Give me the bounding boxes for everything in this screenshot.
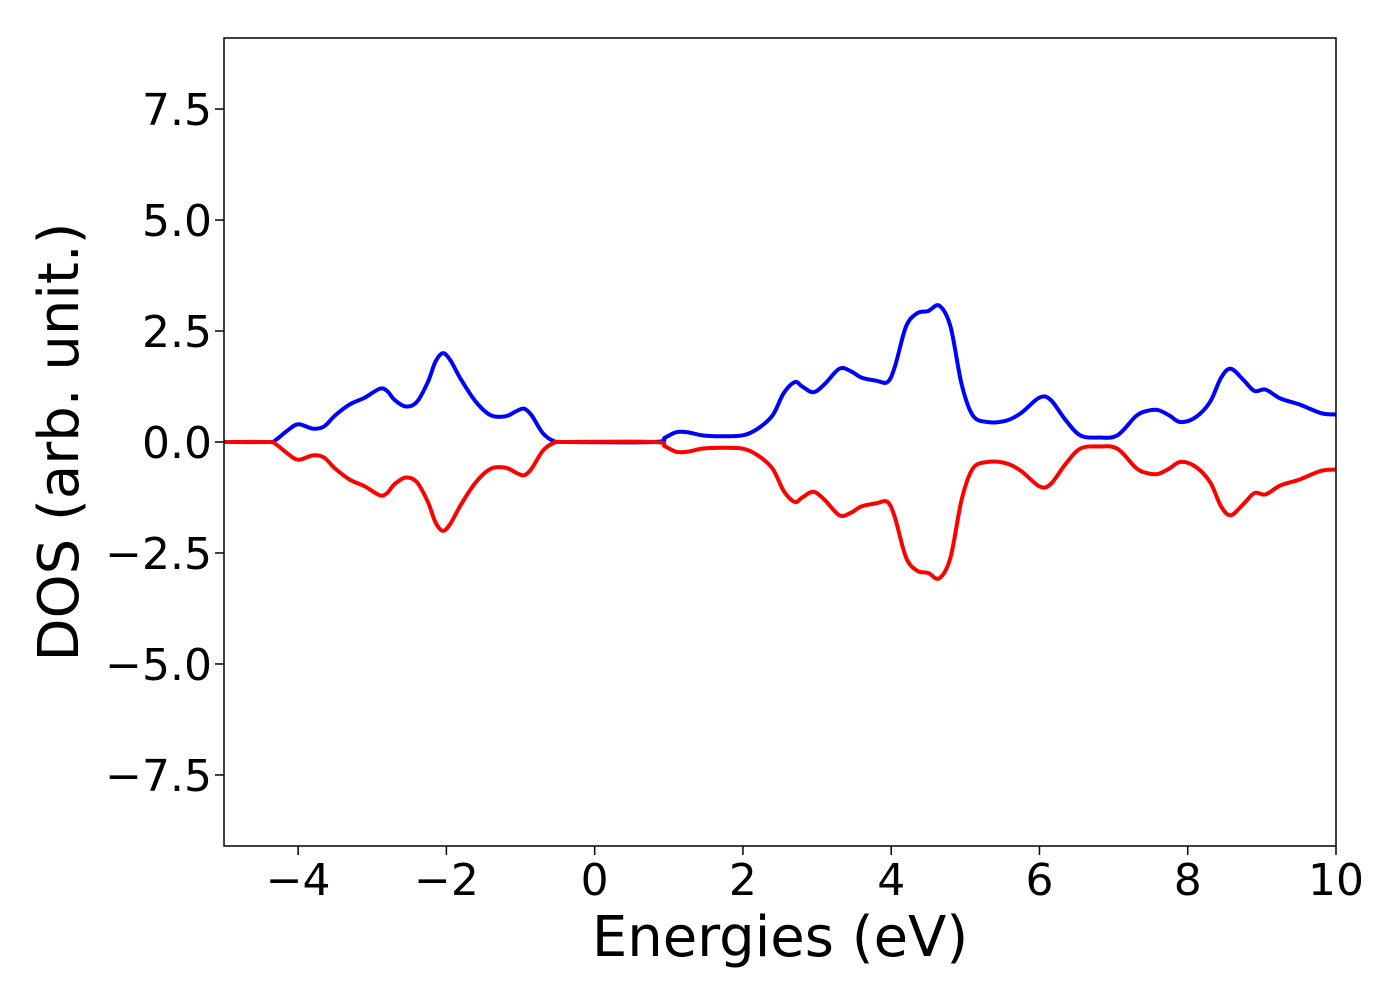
y-tick-label: 5.0: [142, 196, 212, 247]
x-tick-label: 6: [1025, 855, 1053, 906]
y-axis-label: DOS (arb. unit.): [27, 222, 92, 661]
x-tick-label: 10: [1308, 855, 1364, 906]
x-tick-label: −4: [266, 855, 331, 906]
x-tick-label: −2: [414, 855, 479, 906]
y-tick-label: −7.5: [105, 751, 212, 802]
x-axis-label: Energies (eV): [592, 905, 968, 970]
y-axis: 7.5 5.0 2.5 0.0 −2.5 −5.0 −7.5: [105, 85, 224, 802]
series-line-1: [224, 439, 1336, 581]
y-tick-label: −5.0: [105, 640, 212, 691]
y-tick-label: 2.5: [142, 307, 212, 358]
series-layer: [224, 303, 1336, 581]
x-tick-label: 0: [581, 855, 609, 906]
y-tick-label: 7.5: [142, 85, 212, 136]
y-tick-label: −2.5: [105, 529, 212, 580]
x-axis: −4 −2 0 2 4 6 8 10: [266, 846, 1364, 906]
x-tick-label: 4: [877, 855, 905, 906]
x-tick-label: 2: [729, 855, 757, 906]
y-tick-label: 0.0: [142, 418, 212, 469]
x-tick-label: 8: [1174, 855, 1202, 906]
series-line-0: [224, 303, 1336, 445]
